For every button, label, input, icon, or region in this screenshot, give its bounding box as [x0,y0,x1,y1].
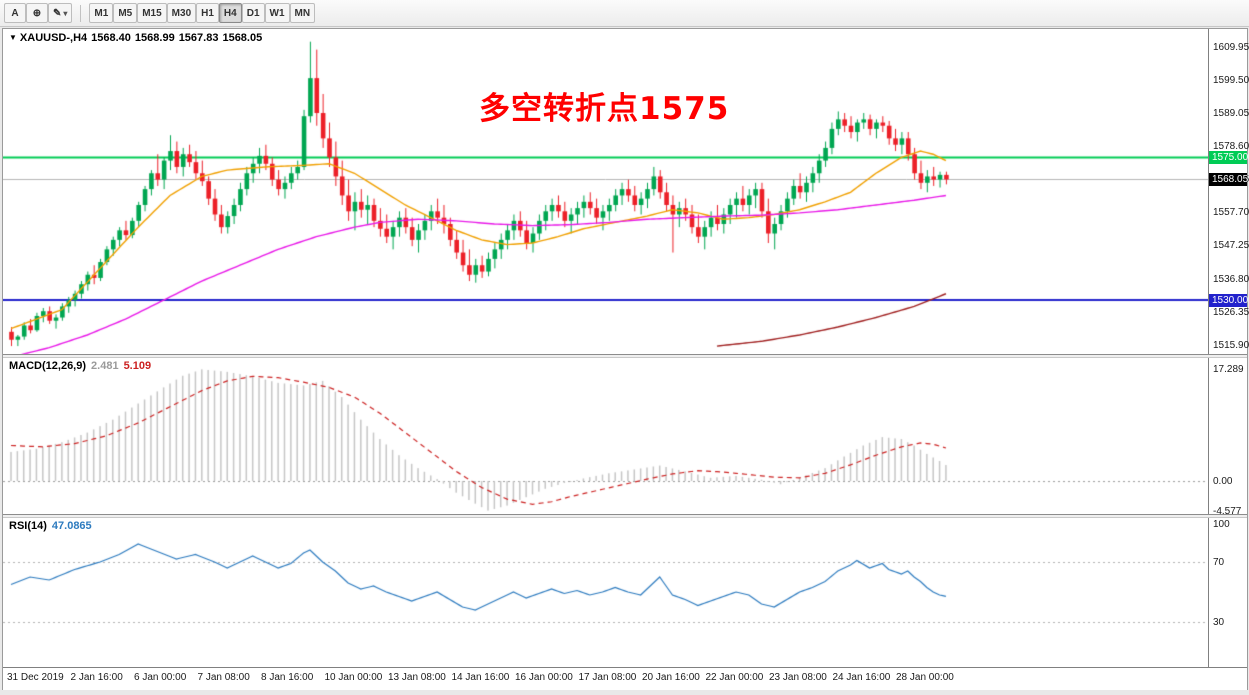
price-axis-label: 1578.60 [1213,141,1249,152]
time-axis-label: 6 Jan 00:00 [134,672,187,683]
high-value: 1568.99 [134,32,175,44]
rsi-name: RSI(14) [9,520,47,532]
time-axis-label: 31 Dec 2019 [7,672,64,683]
price-axis: 1609.951599.501589.051578.601568.151557.… [1208,29,1249,667]
period-button-h1[interactable]: H1 [196,3,219,24]
time-axis-label: 14 Jan 16:00 [451,672,510,683]
rsi-axis-label: 70 [1213,557,1225,568]
price-chart-canvas[interactable] [3,29,1208,667]
time-axis-label: 24 Jan 16:00 [832,672,891,683]
draw-tool-button[interactable]: ✎ ▾ [48,3,73,24]
low-value: 1567.83 [178,32,219,44]
hline-price-tag: 1530.00 [1209,293,1248,307]
time-axis-label: 16 Jan 00:00 [515,672,573,683]
price-axis-label: 1557.70 [1213,207,1249,219]
tool-buttons: A ⊕ ✎ ▾ [4,3,73,24]
price-axis-label: 1526.35 [1213,306,1249,318]
period-button-mn[interactable]: MN [289,3,316,24]
period-button-h4[interactable]: H4 [218,3,242,24]
price-axis-label: 1536.80 [1213,273,1249,285]
time-axis-label: 13 Jan 08:00 [388,672,446,683]
current-price-tag: 1568.05 [1209,172,1248,186]
macd-indicator-label: MACD(12,26,9) 2.481 5.109 [9,360,156,372]
rsi-indicator-label: RSI(14) 47.0865 [9,520,97,532]
time-axis-label: 20 Jan 16:00 [642,672,700,683]
price-axis-label: 1547.25 [1213,240,1249,252]
cursor-tool-button[interactable]: A [4,3,26,24]
macd-axis-label: 0.00 [1213,476,1233,488]
time-axis: 31 Dec 2019 2 Jan 16:00 6 Jan 00:00 7 Jan 0… [3,667,1247,690]
macd-main-value: 2.481 [91,360,119,372]
macd-axis-label: 17.289 [1213,364,1244,376]
time-axis-label: 8 Jan 16:00 [261,672,314,683]
toolbar: A ⊕ ✎ ▾ M1 M5 M15 M30 H1 H4 D1 W1 MN [0,0,1249,27]
rsi-pane-separator[interactable] [3,514,1247,518]
time-axis-label: 23 Jan 08:00 [769,672,827,683]
price-axis-label: 1589.05 [1213,107,1249,119]
chevron-down-icon: ▾ [63,8,68,18]
macd-axis-label: -4.577 [1213,505,1242,517]
price-axis-label: 1599.50 [1213,74,1249,86]
time-axis-label: 22 Jan 00:00 [705,672,764,683]
symbol-ohlc-line: ▼ XAUUSD-,H4 1568.40 1568.99 1567.83 1568.05 [9,32,266,44]
collapse-triangle-icon: ▼ [9,33,17,42]
rsi-axis-label: 30 [1213,617,1225,628]
close-value: 1568.05 [222,32,263,44]
symbol-label: XAUUSD-,H4 [19,32,88,44]
chart-annotation-text[interactable]: 多空转折点1575 [479,91,730,127]
crosshair-tool-button[interactable]: ⊕ [26,3,48,24]
rsi-axis-label: 100 [1213,519,1230,530]
period-button-m1[interactable]: M1 [89,3,114,24]
period-button-m5[interactable]: M5 [113,3,138,24]
macd-pane-separator[interactable] [3,354,1247,358]
toolbar-divider [80,4,82,22]
macd-name: MACD(12,26,9) [9,360,87,372]
rsi-value: 47.0865 [51,520,92,532]
time-axis-label: 2 Jan 16:00 [70,672,123,683]
chart-window: ▼ XAUUSD-,H4 1568.40 1568.99 1567.83 1568.05 … [2,28,1249,690]
period-button-d1[interactable]: D1 [241,3,265,24]
hline-price-tag: 1575.00 [1209,150,1248,164]
macd-signal-value: 5.109 [123,360,152,372]
period-buttons: M1 M5 M15 M30 H1 H4 D1 W1 MN [89,3,316,24]
period-button-m30[interactable]: M30 [166,3,197,24]
period-button-m15[interactable]: M15 [137,3,167,24]
time-axis-label: 28 Jan 00:00 [896,672,954,683]
time-axis-label: 7 Jan 08:00 [197,672,250,683]
price-axis-label: 1515.90 [1213,339,1249,351]
price-axis-label: 1609.95 [1213,41,1249,53]
period-button-w1[interactable]: W1 [264,3,290,24]
time-axis-label: 17 Jan 08:00 [578,672,637,683]
open-value: 1568.40 [91,32,131,44]
time-axis-label: 10 Jan 00:00 [324,672,383,683]
